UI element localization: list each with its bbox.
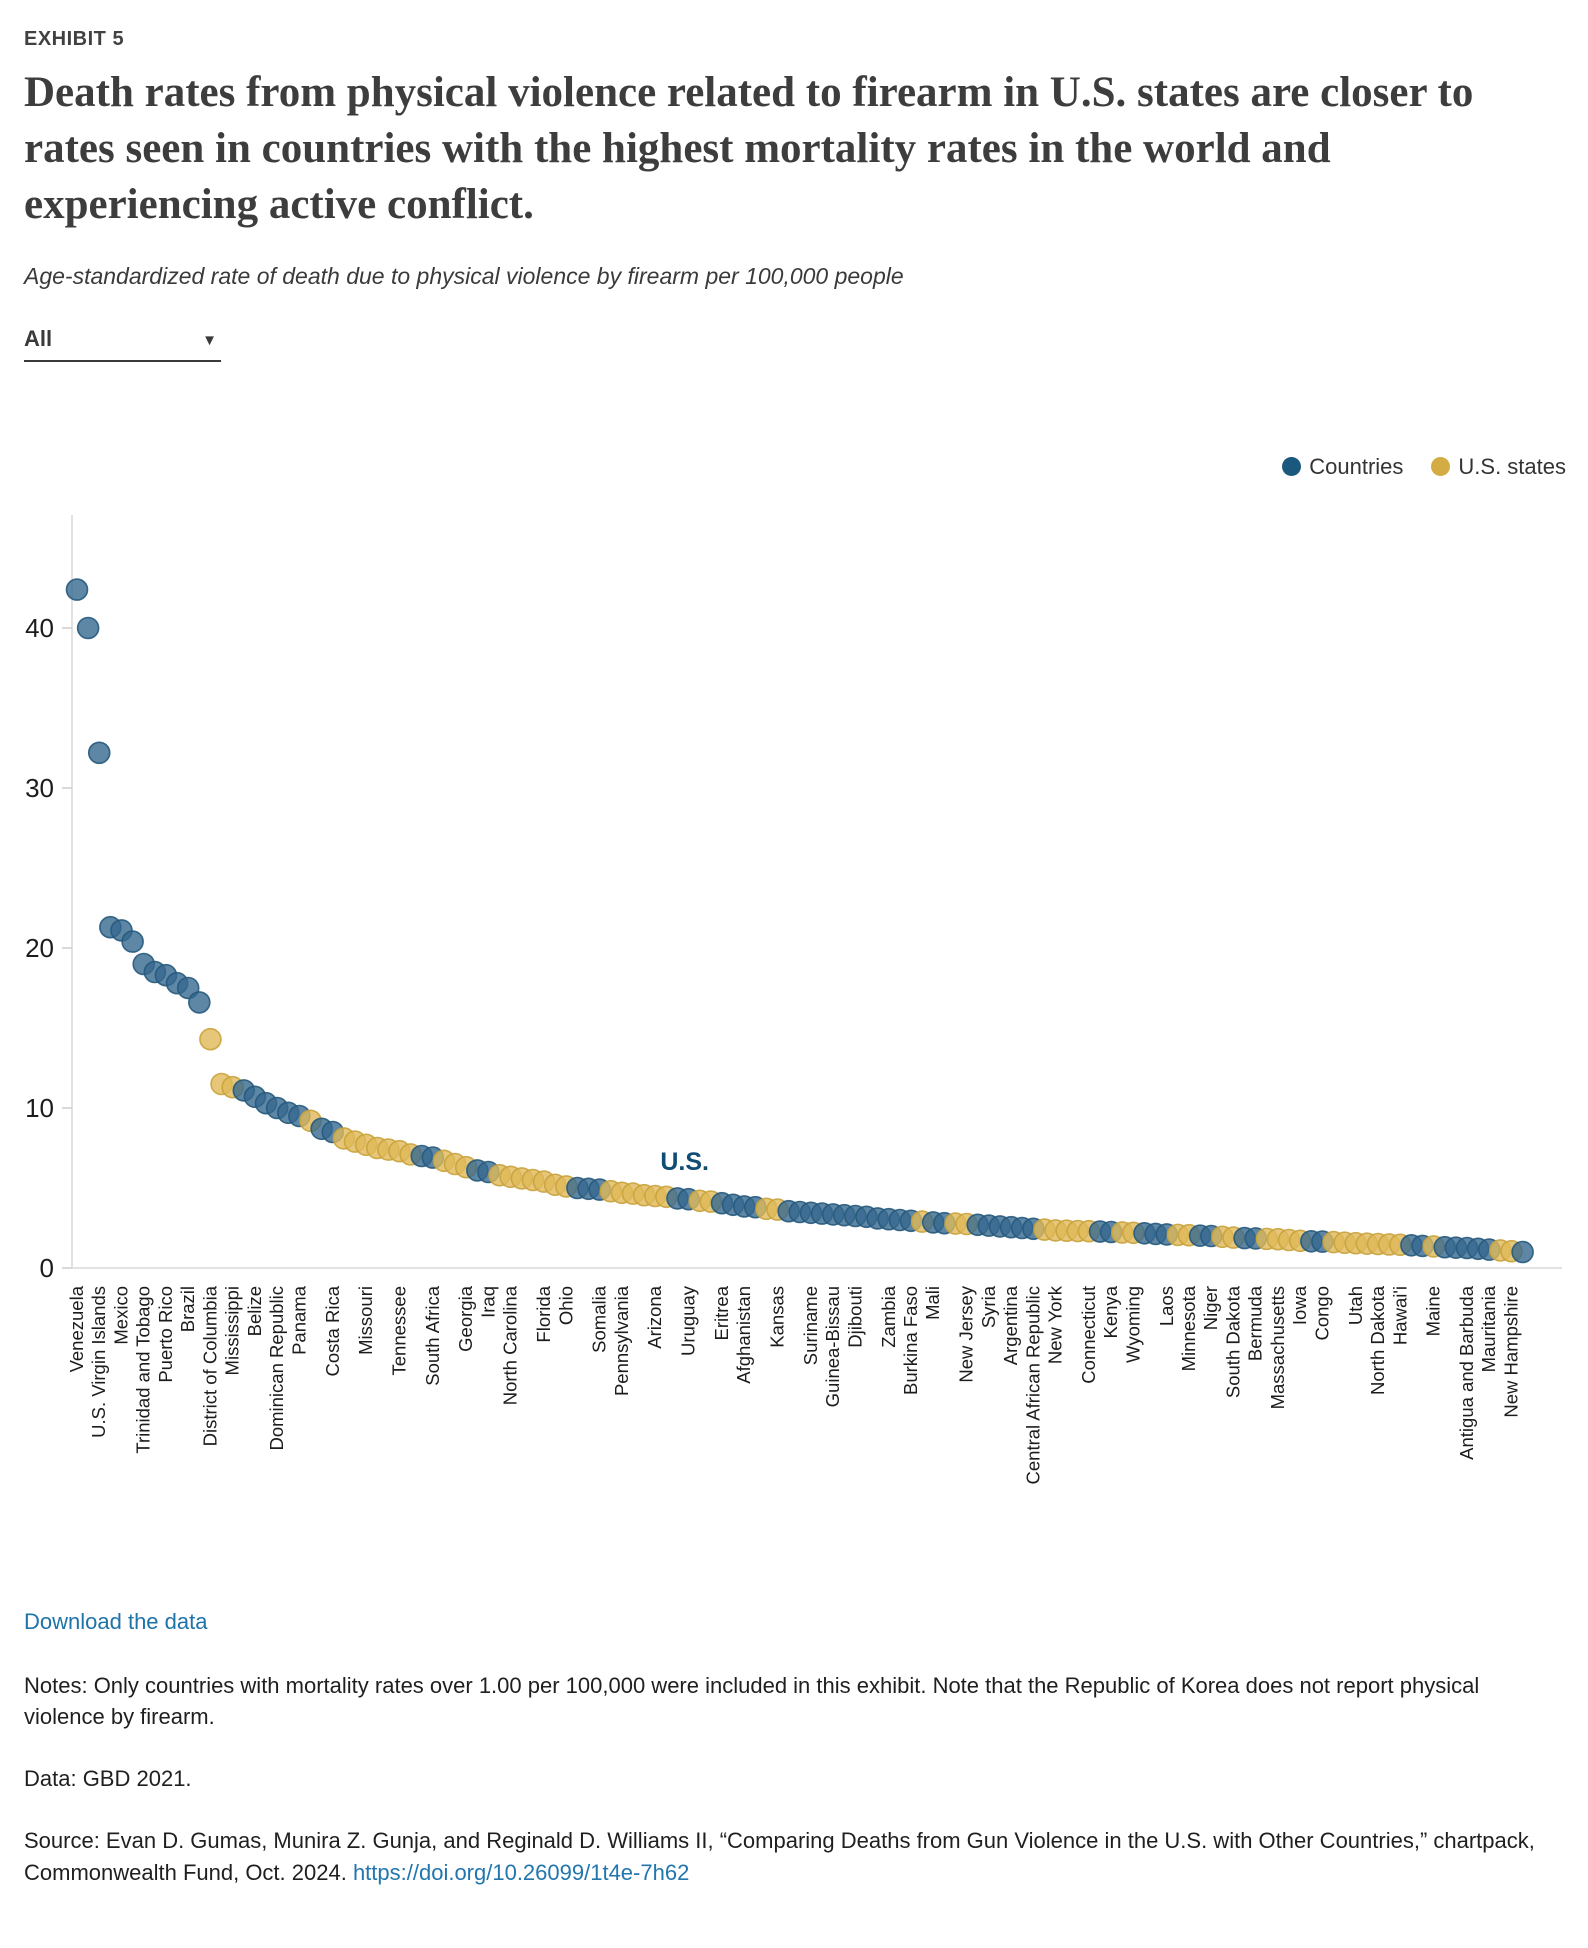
data-source-line: Data: GBD 2021. [24, 1766, 192, 1792]
x-axis-label: Bermuda [1245, 1285, 1266, 1361]
x-axis-label: Arizona [644, 1285, 665, 1348]
x-axis-label: Venezuela [66, 1285, 87, 1372]
source-citation: Source: Evan D. Gumas, Munira Z. Gunja, … [24, 1828, 1535, 1886]
x-axis-label: Puerto Rico [155, 1286, 176, 1383]
page-title: Death rates from physical violence relat… [24, 69, 1474, 228]
country-data-point [121, 929, 144, 953]
x-axis-label: Hawai'i [1389, 1286, 1410, 1345]
x-axis-label: Missouri [355, 1286, 376, 1355]
x-axis-label: Mexico [110, 1286, 131, 1345]
x-axis-label: Kenya [1100, 1285, 1121, 1338]
y-axis-tick-label: 20 [25, 933, 54, 963]
download-data-link[interactable]: Download the data [24, 1608, 208, 1634]
x-axis-label: Laos [1156, 1286, 1177, 1326]
x-axis-label: Eritrea [711, 1285, 732, 1340]
x-axis-label: Brazil [177, 1286, 198, 1332]
x-axis-label: Central African Republic [1022, 1286, 1043, 1484]
scatter-chart: 0 10 20 30 40 Venezuela U.S. Virgin Islands Mex… [25, 514, 1562, 1484]
chart-header: EXHIBIT 5 Death rates from physical viol… [0, 28, 1588, 362]
x-axis-label: District of Columbia [199, 1285, 220, 1446]
filter-dropdown[interactable]: All ▼ [24, 326, 221, 362]
x-axis-label: Costa Rica [322, 1285, 343, 1376]
x-axis-label: Pennsylvania [611, 1285, 632, 1396]
x-axis-label: North Dakota [1367, 1285, 1388, 1395]
x-axis-label: Mauritania [1478, 1285, 1499, 1372]
x-axis-label: Panama [288, 1285, 309, 1355]
x-axis-label: South Dakota [1222, 1285, 1243, 1398]
chart-legend: Countries U.S. states [0, 454, 1588, 480]
x-axis-label: Somalia [589, 1285, 610, 1353]
country-data-point [87, 741, 111, 764]
x-axis-label: Djibouti [844, 1286, 865, 1348]
legend-label-countries: Countries [1309, 453, 1404, 479]
x-axis-label: Connecticut [1078, 1286, 1099, 1384]
x-axis-label: Wyoming [1122, 1286, 1143, 1363]
notes-text: Notes: Only countries with mortality rat… [24, 1672, 1480, 1730]
exhibit-label: EXHIBIT 5 [24, 28, 125, 50]
source-text: Source: Evan D. Gumas, Munira Z. Gunja, … [24, 1825, 1544, 1889]
x-axis-label: New Jersey [956, 1285, 977, 1382]
x-axis-label: Mali [922, 1286, 943, 1320]
chart-subtitle: Age-standardized rate of death due to ph… [24, 262, 904, 289]
x-axis-label: Minnesota [1178, 1285, 1199, 1371]
x-axis-label: Guinea-Bissau [822, 1286, 843, 1407]
doi-link[interactable]: https://doi.org/10.26099/1t4e-7h62 [352, 1860, 690, 1886]
legend-item-us-states: U.S. states [1431, 454, 1566, 480]
x-axis-label: U.S. Virgin Islands [88, 1286, 109, 1438]
y-axis-tick-label: 40 [25, 613, 54, 643]
legend-label-us-states: U.S. states [1458, 453, 1566, 479]
x-axis-label: Ohio [555, 1286, 576, 1325]
x-axis-label: Afghanistan [733, 1286, 754, 1384]
y-axis-tick-label: 10 [25, 1093, 54, 1123]
x-axis-label: Uruguay [678, 1285, 699, 1356]
country-data-point [65, 577, 89, 601]
x-axis-label: Antigua and Barbuda [1456, 1285, 1477, 1460]
x-axis-label: South Africa [422, 1285, 443, 1385]
state-data-point [199, 1027, 222, 1051]
x-axis-label: Argentina [1000, 1285, 1021, 1365]
filter-selected-value: All [24, 325, 53, 351]
x-axis-label: Iowa [1289, 1285, 1310, 1325]
x-axis-label: Florida [533, 1285, 554, 1342]
x-axis-label: North Carolina [500, 1285, 521, 1405]
x-axis-label: Massachusetts [1267, 1286, 1288, 1409]
x-axis-label: New Hampshire [1500, 1286, 1521, 1418]
x-axis-label: Belize [244, 1286, 265, 1336]
x-axis-label: Trinidad and Tobago [133, 1286, 154, 1454]
x-axis-label: Georgia [455, 1285, 476, 1352]
country-data-point [1511, 1240, 1534, 1263]
x-axis-label: Kansas [767, 1286, 788, 1348]
x-axis-label: Niger [1200, 1286, 1221, 1330]
chart-footer: Download the data Notes: Only countries … [0, 1570, 1588, 1889]
x-axis-label: Burkina Faso [900, 1286, 921, 1395]
x-axis-label: Syria [978, 1285, 999, 1328]
us-states-dot-icon [1431, 457, 1451, 477]
x-axis-label: Dominican Republic [266, 1286, 287, 1451]
country-data-point [76, 616, 100, 639]
x-axis-label: Iraq [477, 1286, 498, 1318]
x-axis-label: Tennessee [388, 1286, 409, 1375]
x-axis-label: Suriname [800, 1286, 821, 1365]
x-axis-label: Maine [1423, 1286, 1444, 1336]
chevron-down-icon: ▼ [202, 331, 217, 349]
y-axis-tick-label: 30 [25, 773, 54, 803]
x-axis-label: New York [1045, 1285, 1066, 1364]
x-axis-label: Utah [1345, 1286, 1366, 1325]
us-annotation: U.S. [660, 1148, 709, 1176]
scatter-chart-container: 0 10 20 30 40 Venezuela U.S. Virgin Islands Mex… [0, 480, 1588, 1570]
y-axis-tick-label: 0 [40, 1253, 54, 1283]
legend-item-countries: Countries [1282, 454, 1403, 480]
x-axis-label: Mississippi [222, 1286, 243, 1375]
x-axis-label: Zambia [878, 1285, 899, 1347]
x-axis-label: Congo [1311, 1286, 1332, 1341]
countries-dot-icon [1282, 457, 1302, 477]
country-data-point [188, 990, 211, 1014]
